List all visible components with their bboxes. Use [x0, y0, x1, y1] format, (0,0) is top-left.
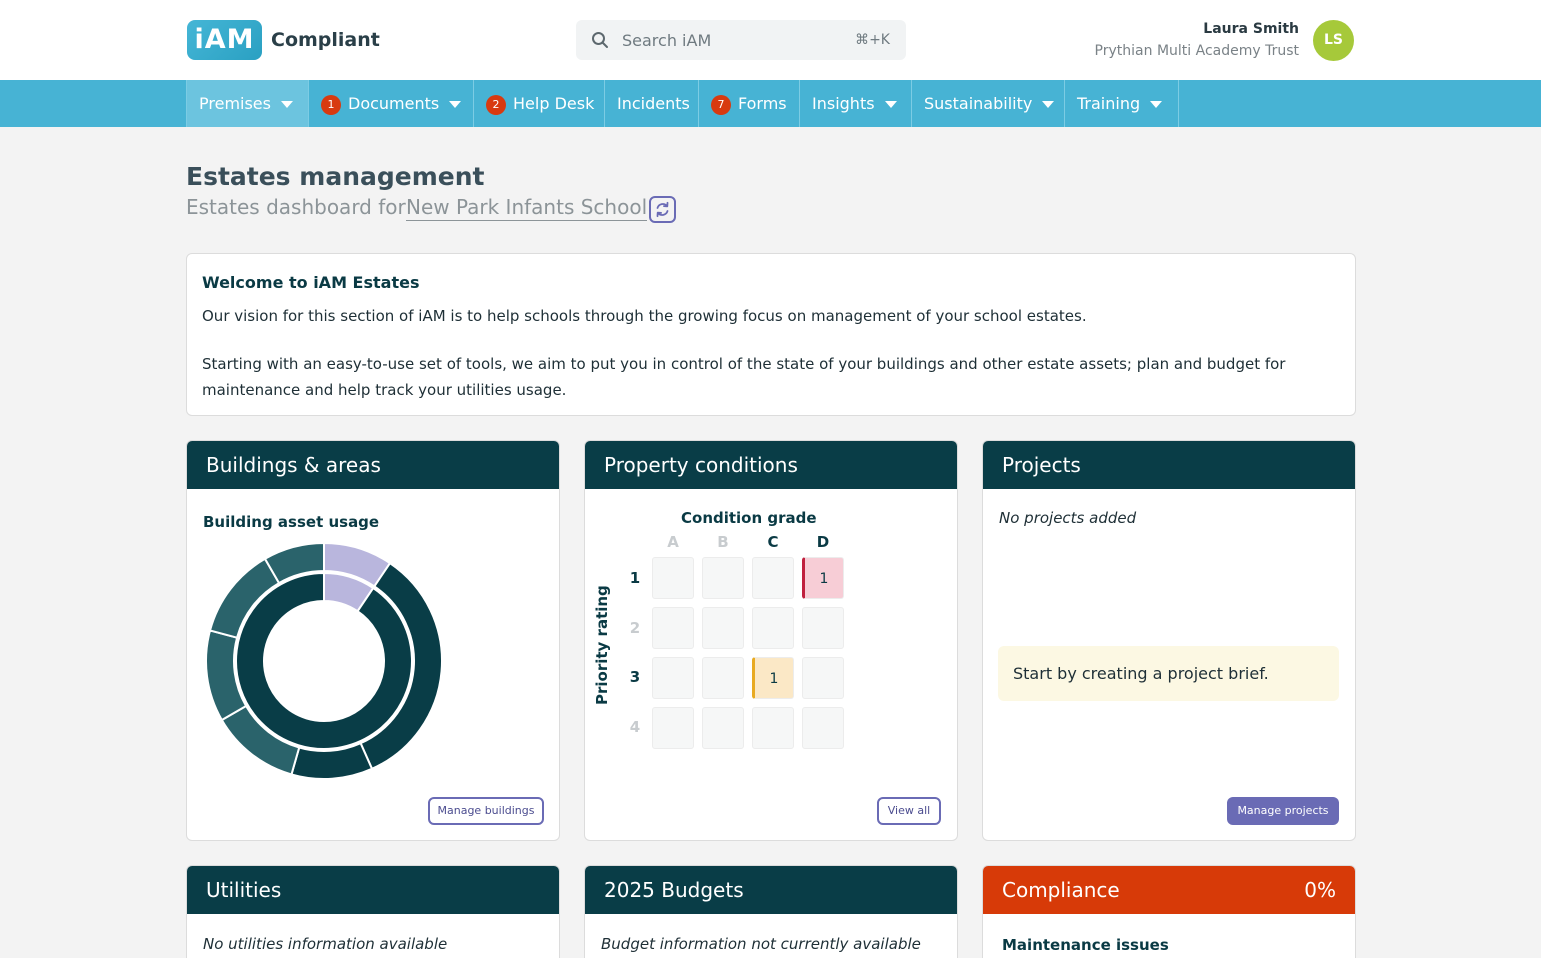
nav-label: Sustainability	[924, 94, 1033, 113]
notification-badge: 1	[321, 95, 341, 115]
nav-item-premises[interactable]: Premises	[186, 80, 308, 127]
grade-label-d: D	[816, 533, 830, 551]
refresh-icon	[656, 201, 669, 218]
condition-cell[interactable]: 1	[802, 557, 844, 599]
building-asset-usage-title: Building asset usage	[203, 513, 380, 531]
school-selector[interactable]: New Park Infants School	[406, 195, 648, 221]
condition-cell	[702, 707, 744, 749]
maintenance-issues-title: Maintenance issues	[1002, 936, 1169, 954]
chevron-down-icon	[1150, 101, 1163, 108]
condition-cell[interactable]: 1	[752, 657, 794, 699]
utilities-empty-message: No utilities information available	[203, 935, 448, 953]
projects-card: Projects No projects added Start by crea…	[982, 440, 1356, 841]
priority-label-1: 1	[629, 569, 641, 587]
card-title: Property conditions	[585, 441, 957, 489]
nav-label: Premises	[199, 94, 271, 113]
condition-cell	[702, 557, 744, 599]
nav-label: Incidents	[617, 94, 690, 113]
condition-cell	[802, 607, 844, 649]
priority-rating-axis-label: Priority rating	[593, 585, 611, 705]
main-nav: Premises 1 Documents 2 Help Desk Incidents…	[0, 80, 1541, 127]
avatar[interactable]: LS	[1313, 20, 1354, 61]
welcome-paragraph: Starting with an easy-to-use set of tool…	[202, 355, 1286, 399]
condition-cell	[752, 607, 794, 649]
utilities-card: Utilities No utilities information avail…	[186, 865, 560, 958]
donut-inner-ring	[235, 571, 413, 750]
page-subtitle: Estates dashboard for	[186, 195, 406, 219]
manage-projects-button[interactable]: Manage projects	[1227, 797, 1339, 825]
welcome-paragraph: Our vision for this section of iAM is to…	[202, 307, 1087, 325]
donut-outer-segment[interactable]	[263, 541, 325, 585]
chevron-down-icon	[884, 101, 897, 108]
nav-label: Help Desk	[513, 94, 595, 113]
condition-cell	[652, 707, 694, 749]
app-logo-text[interactable]: Compliant	[271, 29, 380, 51]
condition-cell	[652, 607, 694, 649]
card-title: Projects	[983, 441, 1355, 489]
nav-label: Forms	[738, 94, 787, 113]
search-box[interactable]: Search iAM ⌘+K	[576, 20, 906, 60]
grade-label-c: C	[767, 533, 779, 551]
nav-item-help-desk[interactable]: 2 Help Desk	[473, 80, 604, 127]
condition-cell	[752, 557, 794, 599]
nav-item-training[interactable]: Training	[1064, 80, 1179, 127]
budgets-empty-message: Budget information not currently availab…	[601, 935, 921, 953]
building-usage-donut[interactable]	[204, 541, 444, 781]
nav-label: Insights	[812, 94, 875, 113]
nav-item-incidents[interactable]: Incidents	[604, 80, 698, 127]
priority-label-2: 2	[629, 619, 641, 637]
manage-buildings-button[interactable]: Manage buildings	[428, 797, 544, 825]
chevron-down-icon	[449, 101, 462, 108]
welcome-panel: Welcome to iAM Estates Our vision for th…	[186, 253, 1356, 416]
app-logo[interactable]: iAM	[187, 20, 262, 60]
condition-grade-title: Condition grade	[681, 509, 817, 527]
search-placeholder[interactable]: Search iAM	[622, 31, 712, 50]
compliance-percent: 0%	[1304, 878, 1336, 902]
nav-label: Documents	[348, 94, 440, 113]
nav-item-documents[interactable]: 1 Documents	[308, 80, 473, 127]
budgets-card: 2025 Budgets Budget information not curr…	[584, 865, 958, 958]
condition-cell	[802, 707, 844, 749]
condition-cell	[652, 657, 694, 699]
property-conditions-card: Property conditions Condition grade A B …	[584, 440, 958, 841]
condition-cell	[652, 557, 694, 599]
notification-badge: 7	[711, 95, 731, 115]
chevron-down-icon	[280, 101, 293, 108]
top-header: iAM Compliant Search iAM ⌘+K Laura Smith…	[0, 0, 1541, 80]
card-title: Buildings & areas	[187, 441, 559, 489]
nav-item-insights[interactable]: Insights	[799, 80, 911, 127]
condition-cell	[802, 657, 844, 699]
condition-cell	[702, 607, 744, 649]
welcome-title: Welcome to iAM Estates	[202, 273, 420, 292]
search-shortcut: ⌘+K	[855, 32, 890, 48]
donut-inner-segment[interactable]	[235, 571, 413, 750]
user-name[interactable]: Laura Smith	[1203, 21, 1299, 37]
notification-badge: 2	[486, 95, 506, 115]
priority-label-4: 4	[629, 718, 641, 736]
grade-label-a: A	[667, 533, 679, 551]
nav-item-sustainability[interactable]: Sustainability	[911, 80, 1064, 127]
nav-label: Training	[1077, 94, 1141, 113]
donut-outer-ring	[205, 541, 443, 780]
compliance-card: Compliance 0% Maintenance issues	[982, 865, 1356, 958]
condition-cell	[752, 707, 794, 749]
projects-empty-message: No projects added	[999, 509, 1137, 527]
nav-item-forms[interactable]: 7 Forms	[698, 80, 799, 127]
page-title: Estates management	[186, 162, 485, 191]
search-icon	[592, 32, 608, 48]
project-brief-note: Start by creating a project brief.	[998, 646, 1339, 701]
change-school-button[interactable]	[649, 196, 676, 223]
buildings-card: Buildings & areas Building asset usage M…	[186, 440, 560, 841]
card-title: 2025 Budgets	[585, 866, 957, 914]
priority-label-3: 3	[629, 668, 641, 686]
grade-label-b: B	[717, 533, 729, 551]
view-all-button[interactable]: View all	[877, 797, 941, 825]
compliance-title: Compliance	[1002, 878, 1120, 902]
chevron-down-icon	[1042, 101, 1055, 108]
user-organisation: Prythian Multi Academy Trust	[1094, 43, 1299, 59]
card-title: Utilities	[187, 866, 559, 914]
card-title: Compliance 0%	[983, 866, 1355, 914]
condition-cell	[702, 657, 744, 699]
